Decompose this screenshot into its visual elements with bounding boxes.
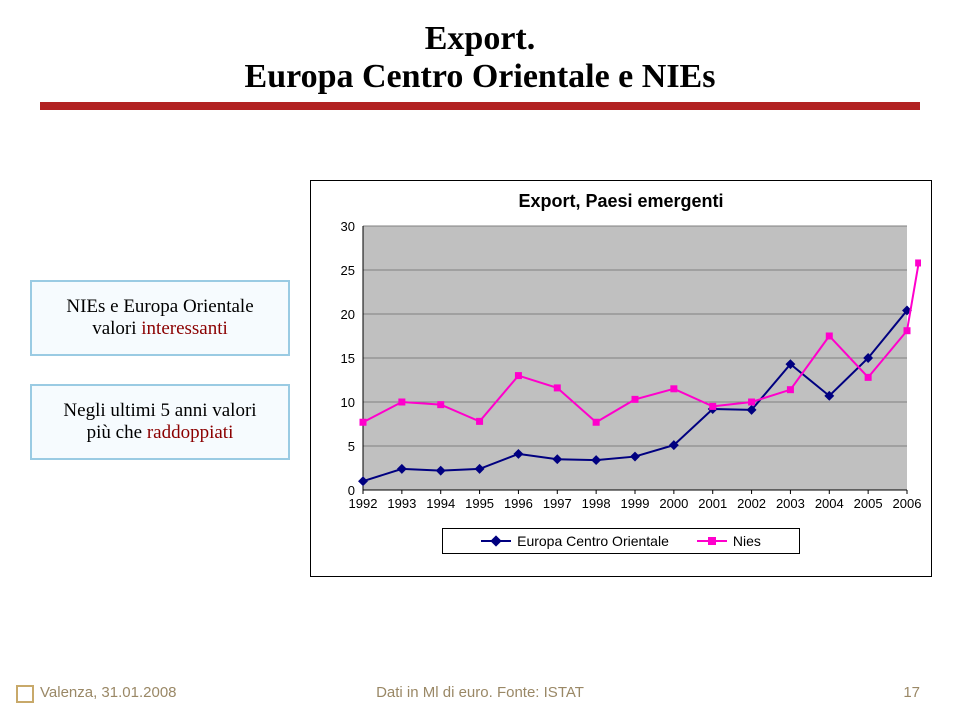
legend-item-europa: Europa Centro Orientale	[481, 533, 669, 549]
legend-swatch-nies	[697, 535, 727, 547]
svg-text:1992: 1992	[349, 496, 378, 511]
title-line1: Export.	[0, 20, 960, 58]
left-boxes: NIEs e Europa Orientale valori interessa…	[30, 280, 290, 488]
legend-swatch-europa	[481, 535, 511, 547]
footer-pagenum: 17	[903, 684, 920, 701]
chart-title: Export, Paesi emergenti	[311, 181, 931, 220]
svg-text:2001: 2001	[698, 496, 727, 511]
footer-square-icon	[16, 685, 34, 703]
svg-text:15: 15	[341, 351, 355, 366]
box1-accent: interessanti	[141, 318, 228, 339]
chart-legend: Europa Centro Orientale Nies	[442, 528, 800, 554]
svg-text:2005: 2005	[854, 496, 883, 511]
box2-line2: più che raddoppiati	[48, 422, 272, 444]
svg-text:1998: 1998	[582, 496, 611, 511]
svg-text:1997: 1997	[543, 496, 572, 511]
svg-text:1996: 1996	[504, 496, 533, 511]
svg-text:1999: 1999	[621, 496, 650, 511]
svg-text:1995: 1995	[465, 496, 494, 511]
svg-text:2002: 2002	[737, 496, 766, 511]
title-block: Export. Europa Centro Orientale e NIEs	[0, 0, 960, 96]
box2-l2a: più che	[87, 422, 147, 443]
svg-text:10: 10	[341, 395, 355, 410]
svg-text:2006: 2006	[893, 496, 921, 511]
footer-center: Dati in Ml di euro. Fonte: ISTAT	[376, 684, 584, 701]
chart-svg: 0510152025301992199319941995199619971998…	[321, 220, 921, 520]
chart-container: Export, Paesi emergenti 0510152025301992…	[310, 180, 932, 577]
svg-text:2003: 2003	[776, 496, 805, 511]
info-box-2: Negli ultimi 5 anni valori più che raddo…	[30, 384, 290, 460]
svg-text:30: 30	[341, 220, 355, 234]
legend-label-nies: Nies	[733, 533, 761, 549]
box1-line1: NIEs e Europa Orientale	[48, 296, 272, 318]
title-line2: Europa Centro Orientale e NIEs	[0, 58, 960, 96]
svg-text:20: 20	[341, 307, 355, 322]
footer: Valenza, 31.01.2008 Dati in Ml di euro. …	[40, 684, 920, 701]
svg-text:25: 25	[341, 263, 355, 278]
svg-text:1993: 1993	[387, 496, 416, 511]
slide: Export. Europa Centro Orientale e NIEs N…	[0, 0, 960, 719]
svg-text:5: 5	[348, 439, 355, 454]
box1-l2a: valori	[92, 318, 141, 339]
info-box-1: NIEs e Europa Orientale valori interessa…	[30, 280, 290, 356]
footer-left: Valenza, 31.01.2008	[40, 684, 177, 701]
legend-item-nies: Nies	[697, 533, 761, 549]
box2-line1: Negli ultimi 5 anni valori	[48, 400, 272, 422]
svg-text:2004: 2004	[815, 496, 844, 511]
svg-text:1994: 1994	[426, 496, 455, 511]
svg-text:2000: 2000	[659, 496, 688, 511]
divider-rule	[40, 102, 920, 110]
legend-label-europa: Europa Centro Orientale	[517, 533, 669, 549]
box2-accent: raddoppiati	[147, 422, 234, 443]
box1-line2: valori interessanti	[48, 318, 272, 340]
